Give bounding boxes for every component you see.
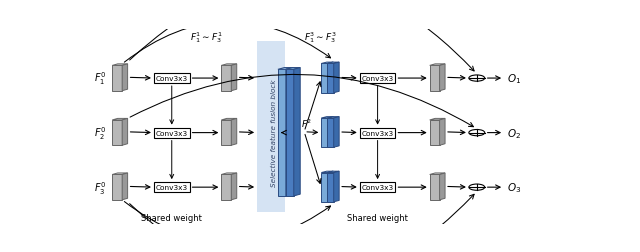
Polygon shape	[429, 66, 440, 91]
Text: Conv3x3: Conv3x3	[362, 76, 394, 82]
Polygon shape	[122, 119, 127, 146]
Text: Conv3x3: Conv3x3	[362, 130, 394, 136]
Polygon shape	[429, 120, 440, 146]
Polygon shape	[333, 63, 339, 93]
Polygon shape	[429, 119, 445, 120]
Polygon shape	[221, 65, 237, 66]
Polygon shape	[122, 65, 127, 91]
Polygon shape	[440, 65, 445, 91]
Text: $O_3$: $O_3$	[507, 180, 521, 194]
Polygon shape	[327, 118, 333, 148]
Text: Shared weight: Shared weight	[347, 214, 408, 223]
Polygon shape	[231, 65, 237, 91]
Text: $O_2$: $O_2$	[507, 126, 520, 140]
Text: $F_1^0$: $F_1^0$	[93, 70, 106, 87]
Polygon shape	[221, 173, 237, 175]
Polygon shape	[429, 175, 440, 200]
Bar	[360, 128, 396, 138]
Polygon shape	[328, 63, 333, 93]
Polygon shape	[321, 64, 328, 93]
Text: $O_1$: $O_1$	[507, 72, 521, 86]
Polygon shape	[231, 119, 237, 146]
Polygon shape	[112, 66, 122, 91]
Text: Conv3x3: Conv3x3	[156, 184, 188, 191]
Text: $F^2$: $F^2$	[301, 117, 312, 130]
Polygon shape	[333, 117, 339, 148]
Polygon shape	[333, 172, 339, 202]
Text: Selective feature fusion block: Selective feature fusion block	[271, 79, 277, 187]
Text: $F_3^0$: $F_3^0$	[93, 179, 106, 196]
Polygon shape	[112, 173, 127, 175]
Polygon shape	[327, 173, 333, 202]
Polygon shape	[112, 65, 127, 66]
Polygon shape	[286, 68, 292, 196]
FancyArrowPatch shape	[124, 22, 330, 63]
Polygon shape	[429, 173, 445, 175]
Polygon shape	[327, 172, 339, 173]
Polygon shape	[328, 172, 333, 202]
Polygon shape	[321, 172, 333, 173]
Text: Conv3x3: Conv3x3	[156, 76, 188, 82]
FancyArrowPatch shape	[130, 0, 474, 72]
FancyArrowPatch shape	[130, 75, 474, 127]
Bar	[360, 182, 396, 193]
Polygon shape	[122, 173, 127, 200]
Polygon shape	[321, 173, 328, 202]
Polygon shape	[440, 173, 445, 200]
FancyArrowPatch shape	[124, 202, 330, 242]
Polygon shape	[221, 175, 231, 200]
Polygon shape	[327, 63, 339, 64]
Bar	[257, 42, 285, 213]
Bar	[154, 128, 189, 138]
Bar	[360, 74, 396, 84]
Text: $F_1^3 \sim F_3^3$: $F_1^3 \sim F_3^3$	[304, 30, 337, 45]
Polygon shape	[328, 117, 333, 148]
Polygon shape	[112, 119, 127, 120]
Polygon shape	[231, 173, 237, 200]
Polygon shape	[321, 63, 333, 64]
Polygon shape	[429, 65, 445, 66]
Bar	[154, 182, 189, 193]
Polygon shape	[286, 68, 300, 70]
Polygon shape	[112, 120, 122, 146]
Bar	[154, 74, 189, 84]
FancyArrowPatch shape	[130, 195, 474, 252]
Text: $F_1^1 \sim F_3^1$: $F_1^1 \sim F_3^1$	[190, 30, 223, 45]
Text: Conv3x3: Conv3x3	[362, 184, 394, 191]
Polygon shape	[221, 119, 237, 120]
Polygon shape	[286, 70, 294, 196]
Polygon shape	[294, 68, 300, 196]
Text: Conv3x3: Conv3x3	[156, 130, 188, 136]
Polygon shape	[321, 118, 328, 148]
Polygon shape	[327, 117, 339, 118]
Polygon shape	[321, 117, 333, 118]
Polygon shape	[112, 175, 122, 200]
Text: Shared weight: Shared weight	[141, 214, 202, 223]
Polygon shape	[221, 66, 231, 91]
Text: $F_2^0$: $F_2^0$	[93, 125, 106, 141]
Polygon shape	[327, 64, 333, 93]
Polygon shape	[440, 119, 445, 146]
Polygon shape	[221, 120, 231, 146]
Polygon shape	[278, 68, 292, 70]
Polygon shape	[278, 70, 286, 196]
